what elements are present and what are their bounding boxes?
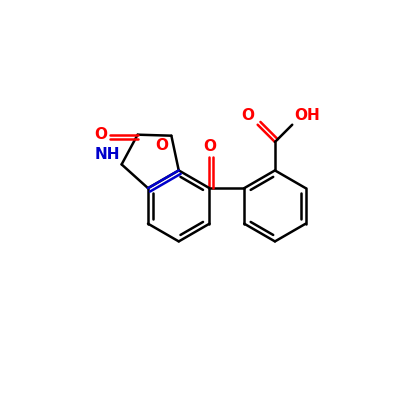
- Text: OH: OH: [295, 108, 320, 123]
- Text: O: O: [155, 138, 168, 153]
- Text: O: O: [94, 127, 107, 142]
- Text: O: O: [242, 108, 254, 123]
- Text: NH: NH: [94, 148, 120, 162]
- Text: O: O: [203, 139, 216, 154]
